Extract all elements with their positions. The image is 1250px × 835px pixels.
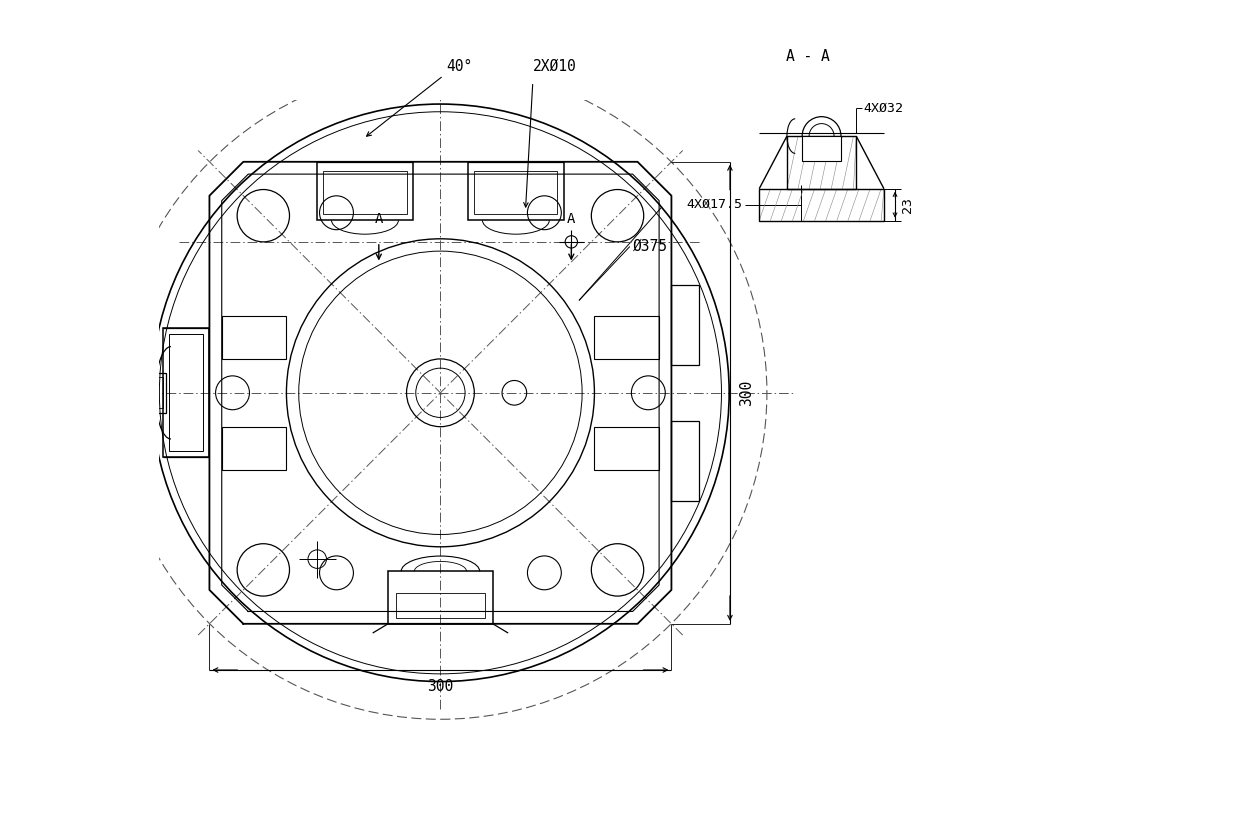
Bar	[221, 427, 286, 470]
Bar	[759, 189, 884, 220]
Bar	[170, 334, 204, 452]
Bar	[469, 162, 564, 220]
Text: 4XØ32: 4XØ32	[864, 102, 904, 115]
Text: 2XØ10: 2XØ10	[532, 58, 576, 73]
Text: A: A	[568, 212, 575, 226]
Text: 300: 300	[739, 380, 754, 406]
Bar	[595, 316, 659, 359]
Bar	[671, 421, 699, 501]
Text: A - A: A - A	[786, 49, 830, 64]
Bar	[141, 372, 166, 412]
Bar	[145, 377, 164, 408]
Bar	[221, 316, 286, 359]
Text: 300: 300	[428, 679, 454, 694]
Bar	[318, 162, 412, 220]
Bar	[396, 593, 485, 618]
Bar	[802, 136, 841, 161]
Bar	[388, 571, 492, 624]
Text: A: A	[375, 212, 382, 226]
Text: 4XØ17.5: 4XØ17.5	[686, 198, 742, 211]
Bar	[474, 171, 558, 214]
Bar	[324, 171, 406, 214]
Bar	[671, 285, 699, 365]
Text: 23: 23	[900, 197, 914, 213]
Bar	[788, 136, 856, 189]
Text: Ø375: Ø375	[632, 239, 668, 254]
Bar	[164, 328, 210, 458]
Bar	[595, 427, 659, 470]
Text: 40°: 40°	[446, 58, 472, 73]
